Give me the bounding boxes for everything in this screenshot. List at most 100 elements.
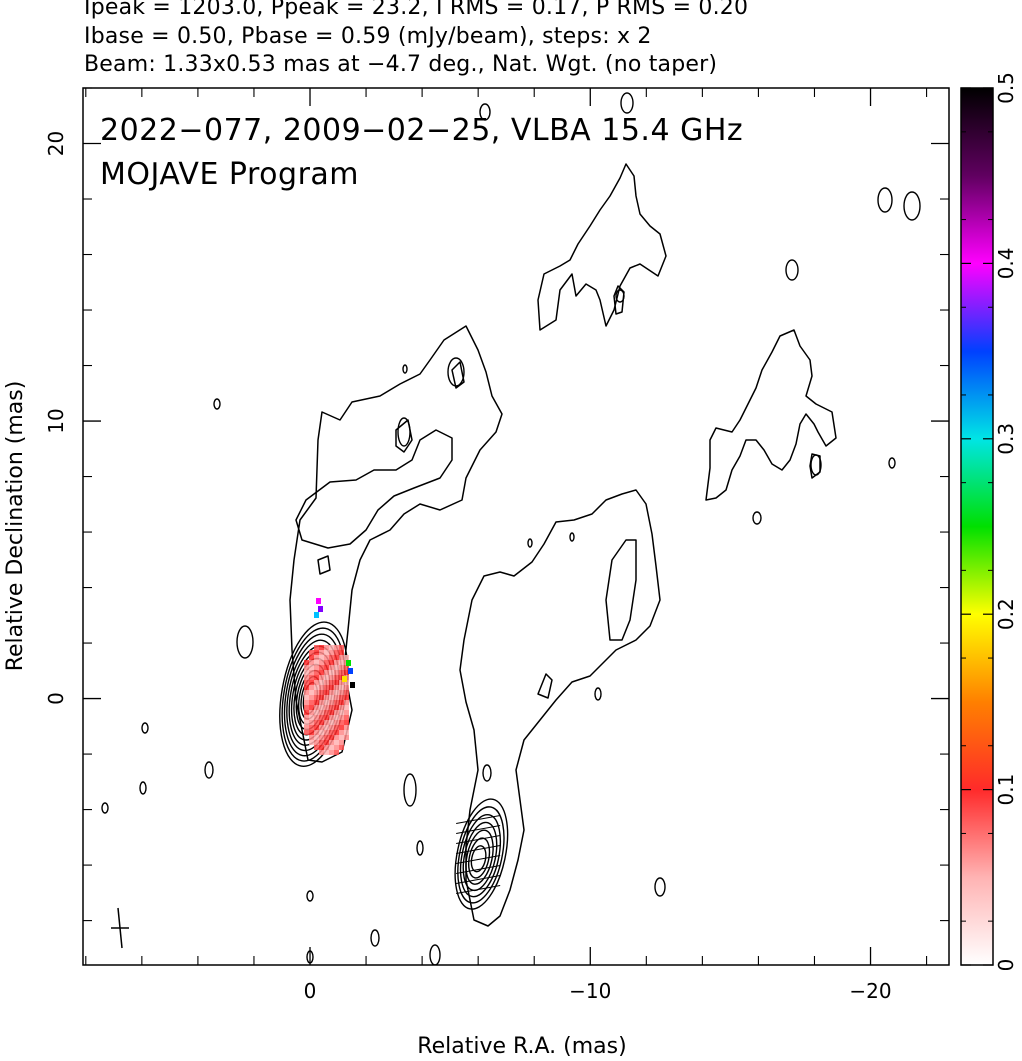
polarization-vector [456,885,501,895]
polarization-pixel [309,670,314,675]
polarization-pixel [339,690,344,695]
polarization-pixel [324,720,329,725]
polarization-pixel [344,735,349,740]
polarization-pixel [350,682,355,688]
polarization-pixel [304,695,309,700]
polarization-pixel [324,730,329,735]
polarization-pixel [319,720,324,725]
polarization-pixel [309,705,314,710]
polarization-pixel [309,700,314,705]
isolated-contour [527,538,533,548]
polarization-pixel [339,655,344,660]
isolated-contour [903,191,921,221]
polarization-pixel [304,730,309,735]
polarization-pixel [304,685,309,690]
colorbar-tick-label: 0.5 [994,72,1018,104]
southern-knot-contour [537,673,553,699]
polarization-pixel [319,645,324,650]
polarization-pixel [319,680,324,685]
polarization-pixel [309,720,314,725]
x-tick-label: −10 [569,979,611,1003]
outer-contour-jet [289,325,503,763]
polarization-pixel [309,725,314,730]
polarization-pixel [334,655,339,660]
polarization-pixel [334,675,339,680]
polarization-vector [456,875,501,885]
polarization-pixel [329,735,334,740]
polarization-pixel [334,665,339,670]
polarization-pixel [314,660,319,665]
polarization-pixel [339,680,344,685]
colorbar-tick-label: 0.1 [994,774,1018,806]
polarization-pixel [319,735,324,740]
isolated-contour [654,877,666,897]
polarization-pixel [339,650,344,655]
polarization-pixel [324,695,329,700]
polarization-pixel [314,655,319,660]
polarization-pixel [329,700,334,705]
polarization-pixel [304,680,309,685]
polarization-pixel [334,695,339,700]
beam-marker [111,907,129,949]
polarization-pixel [324,745,329,750]
polarization-pixel [344,670,349,675]
southern-envelope-contour [459,489,661,927]
polarization-pixel [304,675,309,680]
contour-layer [101,92,921,965]
polarization-pixel [324,645,329,650]
polarization-pixel [339,715,344,720]
polarization-pixel [319,730,324,735]
polarization-pixel [339,730,344,735]
secondary-contour [454,798,509,910]
polarization-pixel [329,745,334,750]
polarization-pixel [344,725,349,730]
polarization-pixel [309,680,314,685]
polarization-pixel [304,690,309,695]
isolated-contour [370,929,380,947]
polarization-pixel [314,680,319,685]
header-line-3: Beam: 1.33x0.53 mas at −4.7 deg., Nat. W… [84,52,718,77]
isolated-contour [877,187,893,213]
polarization-vector [456,815,501,825]
polarization-pixel [304,710,309,715]
polarization-pixel [339,665,344,670]
polarization-pixel [344,680,349,685]
polarization-pixel [339,705,344,710]
polarization-pixel [319,665,324,670]
y-tick-label: 10 [44,408,68,433]
polarization-pixel [344,720,349,725]
axis-ticks: 0 −10 −20 0 10 20 [44,87,949,1003]
secondary-contour [459,813,502,898]
polarization-pixel [339,720,344,725]
polarization-pixel [309,715,314,720]
jet-knot-contour [395,419,413,453]
polarization-pixel [304,720,309,725]
polarization-pixel [344,655,349,660]
isolated-contour [810,454,822,476]
isolated-contour [447,357,465,387]
polarization-pixel [329,705,334,710]
polarization-pixel [334,730,339,735]
polarization-pixel [339,735,344,740]
isolated-contour [101,802,109,814]
polarization-pixel [324,705,329,710]
polarization-pixel [344,690,349,695]
polarization-pixel [334,700,339,705]
polarization-pixel [334,650,339,655]
annotation-line-1: 2022−077, 2009−02−25, VLBA 15.4 GHz [100,113,743,148]
polarization-pixel [304,660,309,665]
polarization-pixel [346,660,351,666]
polarization-pixel [316,598,321,604]
polarization-color-layer [304,598,355,755]
polarization-pixel [329,750,334,755]
polarization-pixel [344,730,349,735]
isolated-contour [213,398,221,410]
isolated-contour [397,417,411,447]
polarization-pixel [339,670,344,675]
polarization-pixel [319,745,324,750]
polarization-pixel [339,645,344,650]
polarization-pixel [314,612,319,618]
polarization-pixel [314,745,319,750]
polarization-pixel [309,710,314,715]
polarization-pixel [339,695,344,700]
